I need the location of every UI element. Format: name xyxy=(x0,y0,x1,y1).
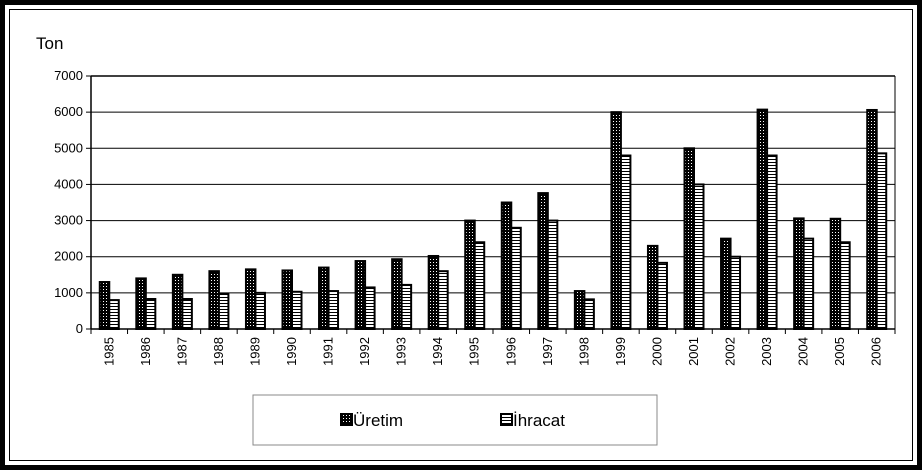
bar-ihracat xyxy=(510,226,522,330)
bar-uretim xyxy=(683,147,695,330)
bar-uretim xyxy=(244,268,257,331)
x-axis: 1985 1986 1987 1988 1989 1990 1991 1992 1993 1994… xyxy=(90,328,896,366)
bar-uretim xyxy=(500,201,513,330)
bar-ihracat xyxy=(437,270,449,330)
bar-uretim xyxy=(866,108,878,330)
bar-uretim xyxy=(793,217,805,331)
x-tick-label: 2005 xyxy=(832,337,847,366)
x-tick-label: 1993 xyxy=(394,337,409,366)
y-tick-label: 3000 xyxy=(54,213,83,228)
bar-uretim xyxy=(208,270,220,330)
bar-ihracat xyxy=(217,292,230,330)
bar-uretim xyxy=(756,108,769,330)
x-tick-label: 1988 xyxy=(211,337,226,366)
x-tick-label: 1986 xyxy=(138,337,153,366)
bar-ihracat xyxy=(729,255,742,331)
bar-ihracat xyxy=(327,290,340,330)
bar-uretim xyxy=(135,277,147,330)
x-tick-label: 2001 xyxy=(686,337,701,366)
bar-uretim xyxy=(829,217,842,330)
x-tick-label: 2006 xyxy=(869,337,884,366)
bar-ihracat xyxy=(144,298,157,331)
x-tick-label: 1985 xyxy=(101,337,116,366)
x-tick-label: 1990 xyxy=(284,337,299,366)
bar-uretim xyxy=(427,254,440,330)
x-tick-label: 1999 xyxy=(613,337,628,366)
bar-ihracat xyxy=(875,152,888,330)
x-tick-label: 1995 xyxy=(467,337,482,366)
bar-uretim xyxy=(610,111,622,331)
bar-ihracat xyxy=(546,219,559,330)
y-tick-label: 7000 xyxy=(54,68,83,83)
y-tick-label: 6000 xyxy=(54,104,83,119)
bar-uretim xyxy=(281,269,293,331)
bar-uretim xyxy=(354,260,367,330)
legend-swatch-uretim xyxy=(340,413,353,426)
bar-ihracat xyxy=(291,290,303,330)
bar-ihracat xyxy=(108,299,120,331)
x-tick-label: 1997 xyxy=(540,337,555,366)
bar-ihracat xyxy=(619,154,632,330)
bar-ihracat xyxy=(766,154,778,330)
x-tick-label: 2003 xyxy=(759,337,774,366)
bar-ihracat xyxy=(839,241,851,330)
bar-uretim xyxy=(646,244,659,330)
bars xyxy=(98,108,888,331)
x-tick-label: 1998 xyxy=(576,337,591,366)
bar-uretim xyxy=(464,219,476,330)
y-unit-label: Ton xyxy=(36,34,63,53)
legend-box xyxy=(252,394,658,446)
bar-uretim xyxy=(171,273,184,330)
bar-ihracat xyxy=(400,283,413,330)
x-tick-label: 1996 xyxy=(503,337,518,366)
x-tick-label: 1989 xyxy=(247,337,262,366)
chart-area-border xyxy=(9,9,913,461)
bar-ihracat xyxy=(583,298,595,330)
bar-ihracat xyxy=(693,183,705,330)
x-tick-label: 2002 xyxy=(723,337,738,366)
x-tick-label: 1991 xyxy=(321,337,336,366)
y-tick-label: 2000 xyxy=(54,249,83,264)
y-tick-label: 4000 xyxy=(54,176,83,191)
y-tick-label: 1000 xyxy=(54,285,83,300)
legend-swatch-ihracat xyxy=(500,413,513,426)
bar-ihracat xyxy=(254,291,266,331)
y-tick-label: 5000 xyxy=(54,140,83,155)
bar-uretim xyxy=(720,237,732,330)
bar-uretim xyxy=(318,266,330,330)
y-axis: 0 1000 2000 3000 4000 5000 6000 7000 xyxy=(54,68,896,336)
x-tick-label: 2000 xyxy=(649,337,664,366)
bar-uretim xyxy=(573,290,586,330)
x-tick-label: 1994 xyxy=(430,337,445,366)
x-tick-label: 1987 xyxy=(174,337,189,366)
x-tick-label: 1992 xyxy=(357,337,372,366)
bar-ihracat xyxy=(656,261,668,331)
legend-label-uretim: Üretim xyxy=(353,411,403,430)
bar-uretim xyxy=(391,258,403,331)
x-tick-label: 2004 xyxy=(796,337,811,366)
bar-ihracat xyxy=(181,298,193,331)
bar-uretim xyxy=(98,281,111,330)
bar-ihracat xyxy=(473,241,486,330)
legend-label-ihracat: İhracat xyxy=(513,411,565,430)
legend: Üretim İhracat xyxy=(252,394,658,446)
y-tick-label: 0 xyxy=(76,321,83,336)
bar-uretim xyxy=(537,192,549,330)
bar-ihracat xyxy=(364,286,376,330)
bar-ihracat xyxy=(802,237,815,330)
